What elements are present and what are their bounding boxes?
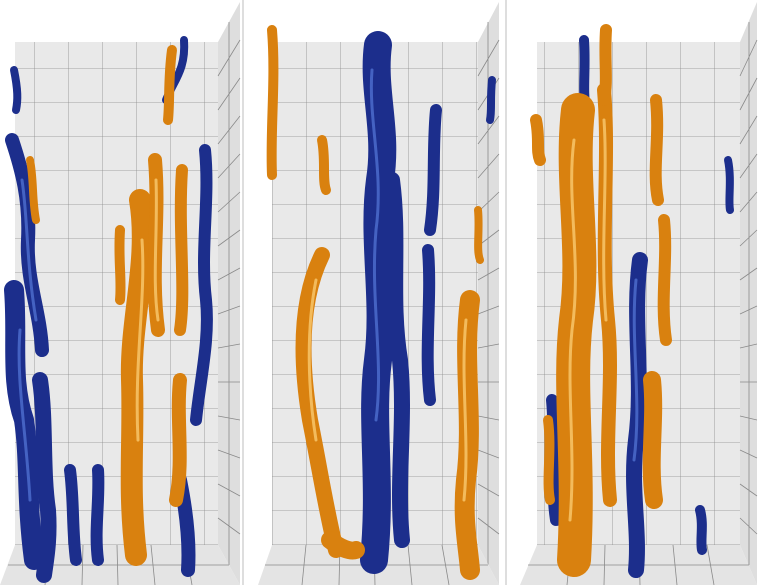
tube <box>14 70 17 110</box>
tube <box>536 120 540 160</box>
tube <box>392 180 402 540</box>
tube <box>652 380 654 500</box>
tube <box>548 420 550 500</box>
tube <box>430 110 436 230</box>
tube <box>168 50 172 120</box>
tube <box>728 160 730 210</box>
tube <box>330 540 356 551</box>
tube <box>176 380 180 500</box>
tube <box>490 80 492 120</box>
tube <box>180 170 182 330</box>
tube <box>322 140 326 190</box>
panel-1 <box>0 2 240 585</box>
panel-2 <box>258 2 499 585</box>
tube <box>604 30 606 100</box>
visualization <box>0 0 759 585</box>
tube <box>30 160 36 220</box>
tube <box>70 470 76 560</box>
tube <box>478 210 480 260</box>
tube <box>664 220 666 340</box>
tube <box>97 470 99 560</box>
tube <box>119 230 120 300</box>
tube <box>656 100 658 200</box>
tube <box>700 510 702 550</box>
tube <box>40 380 49 575</box>
separator <box>243 0 258 585</box>
tube <box>428 250 430 400</box>
tube <box>272 30 274 175</box>
tube <box>573 110 579 560</box>
panel-3 <box>520 2 757 585</box>
separator <box>501 0 520 585</box>
side-wall <box>740 2 757 585</box>
